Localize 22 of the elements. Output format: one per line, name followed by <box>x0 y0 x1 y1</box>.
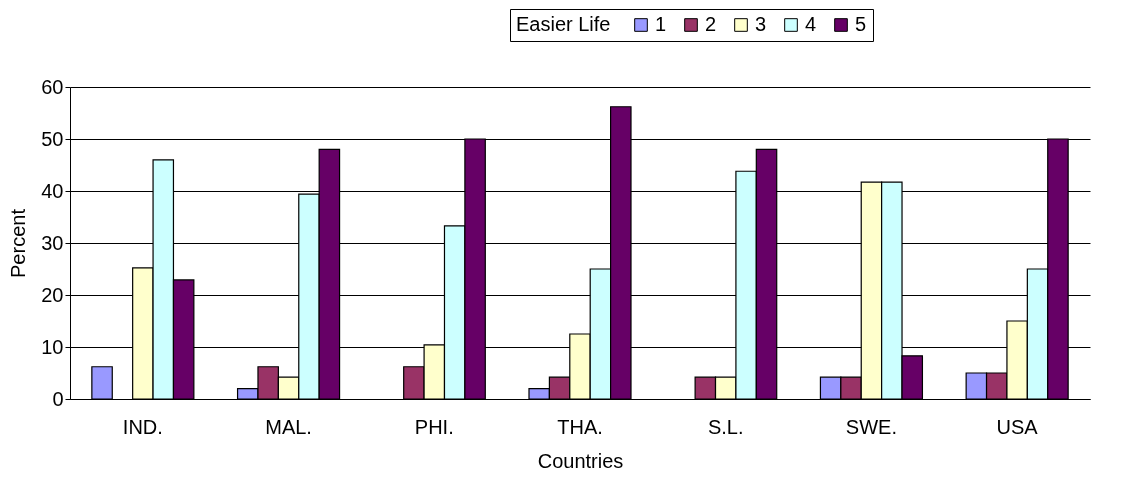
x-tick-label: S.L. <box>707 415 744 438</box>
y-tick-label: 20 <box>41 283 64 306</box>
y-axis-title: Percent <box>7 208 30 278</box>
y-tick-label: 0 <box>52 387 64 410</box>
legend-label: 1 <box>655 13 667 35</box>
legend-title: Easier Life <box>516 13 611 35</box>
x-tick-label: PHI. <box>414 415 454 438</box>
x-axis-title: Countries <box>537 449 624 472</box>
legend-label: 3 <box>755 13 767 35</box>
y-tick-label: 60 <box>41 75 64 98</box>
x-tick-label: SWE. <box>845 415 897 438</box>
legend-label: 2 <box>705 13 717 35</box>
x-tick-label: THA. <box>557 415 603 438</box>
legend-label: 4 <box>805 13 817 35</box>
y-tick-label: 30 <box>41 231 64 254</box>
x-tick-label: IND. <box>122 415 163 438</box>
legend-label: 5 <box>855 13 867 35</box>
y-tick-label: 10 <box>41 335 64 358</box>
y-tick-label: 50 <box>41 127 64 150</box>
x-tick-label: USA <box>996 415 1039 438</box>
y-tick-label: 40 <box>41 179 64 202</box>
x-tick-label: MAL. <box>265 415 312 438</box>
